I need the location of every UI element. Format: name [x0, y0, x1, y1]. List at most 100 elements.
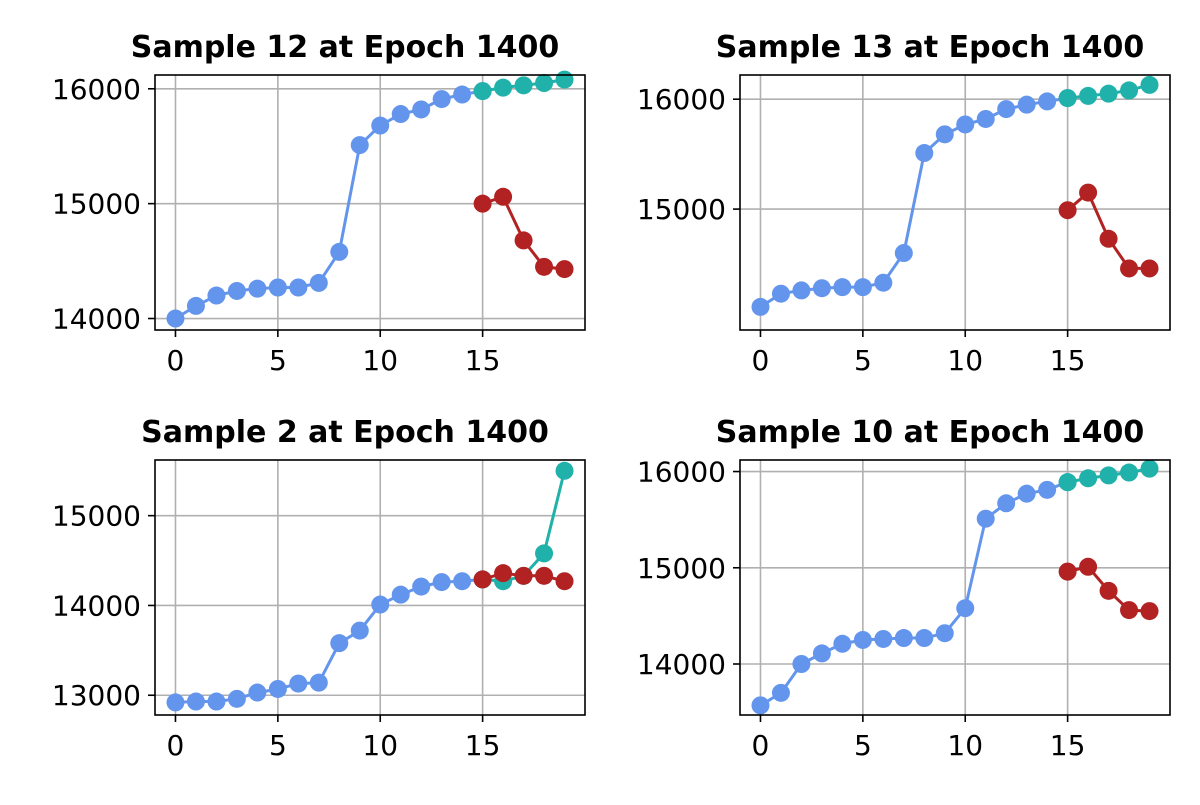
- data-point: [812, 644, 831, 663]
- data-point: [412, 100, 431, 119]
- data-point: [166, 693, 185, 712]
- series-line-1: [174, 89, 483, 320]
- x-tick-label: 5: [269, 344, 287, 377]
- data-point: [391, 105, 410, 124]
- data-point: [555, 70, 574, 89]
- x-tick-label: 5: [854, 344, 872, 377]
- data-point: [514, 566, 533, 585]
- chart-panel-1: 0 5 10 15 14000 15000 16000 Sample 12 at Epoch …: [52, 30, 586, 377]
- data-point: [771, 284, 790, 303]
- series-line-2: [482, 470, 566, 583]
- data-point: [268, 679, 287, 698]
- x-tick-label: 0: [167, 729, 185, 762]
- data-point: [771, 683, 790, 702]
- data-point: [514, 231, 533, 250]
- data-point: [1058, 201, 1077, 220]
- data-point: [1120, 601, 1139, 620]
- data-point: [432, 90, 451, 109]
- x-tick-label: 0: [752, 729, 770, 762]
- data-point: [371, 116, 390, 135]
- data-point: [289, 674, 308, 693]
- y-tick-label: 13000: [52, 679, 141, 712]
- y-tick-label: 16000: [637, 83, 726, 116]
- data-point: [915, 144, 934, 163]
- data-point: [956, 115, 975, 134]
- data-point: [976, 109, 995, 128]
- data-point: [371, 595, 390, 614]
- y-tick-label: 14000: [52, 303, 141, 336]
- data-point: [309, 273, 328, 292]
- data-point: [248, 279, 267, 298]
- data-point: [453, 572, 472, 591]
- data-point: [1038, 480, 1057, 499]
- data-point: [1017, 95, 1036, 114]
- data-point: [514, 76, 533, 95]
- data-point: [751, 297, 770, 316]
- data-point: [812, 279, 831, 298]
- data-point: [494, 78, 513, 97]
- x-tick-label: 10: [362, 344, 398, 377]
- data-point: [391, 585, 410, 604]
- data-point: [956, 599, 975, 618]
- data-point: [915, 629, 934, 648]
- data-point: [494, 564, 513, 583]
- data-point: [833, 278, 852, 297]
- data-point: [1058, 473, 1077, 492]
- data-point: [1038, 92, 1057, 111]
- x-tick-label: 10: [947, 344, 983, 377]
- data-point: [853, 278, 872, 297]
- data-point: [207, 692, 226, 711]
- data-point: [792, 655, 811, 673]
- data-point: [227, 689, 246, 708]
- data-point: [1140, 75, 1159, 94]
- data-point: [473, 82, 492, 101]
- data-point: [997, 494, 1016, 513]
- data-point: [268, 278, 287, 297]
- data-point: [494, 187, 513, 206]
- data-point: [453, 85, 472, 104]
- data-point: [186, 692, 205, 711]
- series-line-1: [759, 480, 1069, 707]
- y-tick-label: 16000: [52, 73, 141, 106]
- chart-title: Sample 2 at Epoch 1400: [141, 415, 549, 450]
- y-tick-label: 15000: [52, 188, 141, 221]
- x-tick-label: 15: [465, 729, 501, 762]
- x-tick-label: 5: [269, 729, 287, 762]
- x-tick-label: 5: [854, 729, 872, 762]
- data-point: [473, 570, 492, 589]
- data-point: [1120, 463, 1139, 482]
- data-point: [1079, 557, 1098, 576]
- data-point: [330, 242, 349, 261]
- x-tick-label: 0: [752, 344, 770, 377]
- data-point: [751, 696, 770, 715]
- data-point: [935, 125, 954, 144]
- x-tick-label: 15: [465, 344, 501, 377]
- y-tick-label: 15000: [637, 193, 726, 226]
- data-point: [535, 544, 554, 563]
- data-point: [207, 286, 226, 305]
- y-tick-label: 16000: [637, 456, 726, 489]
- axes-frame: [739, 74, 1171, 331]
- x-tick-label: 15: [1050, 729, 1086, 762]
- series-line-1: [175, 577, 483, 704]
- data-point: [1099, 229, 1118, 248]
- data-point: [535, 566, 554, 585]
- axes-frame: [154, 74, 586, 331]
- data-point: [1058, 562, 1077, 581]
- axes-frame: [154, 459, 586, 716]
- data-point: [1079, 86, 1098, 105]
- data-point: [1099, 84, 1118, 103]
- data-point: [186, 296, 205, 315]
- y-tick-label: 14000: [637, 648, 726, 681]
- data-point: [1079, 183, 1098, 202]
- data-point: [1120, 81, 1139, 100]
- x-tick-label: 10: [362, 729, 398, 762]
- data-point: [473, 194, 492, 213]
- data-point: [853, 630, 872, 649]
- data-point: [555, 260, 574, 279]
- data-point: [535, 74, 554, 93]
- data-point: [227, 281, 246, 300]
- data-point: [1140, 259, 1159, 278]
